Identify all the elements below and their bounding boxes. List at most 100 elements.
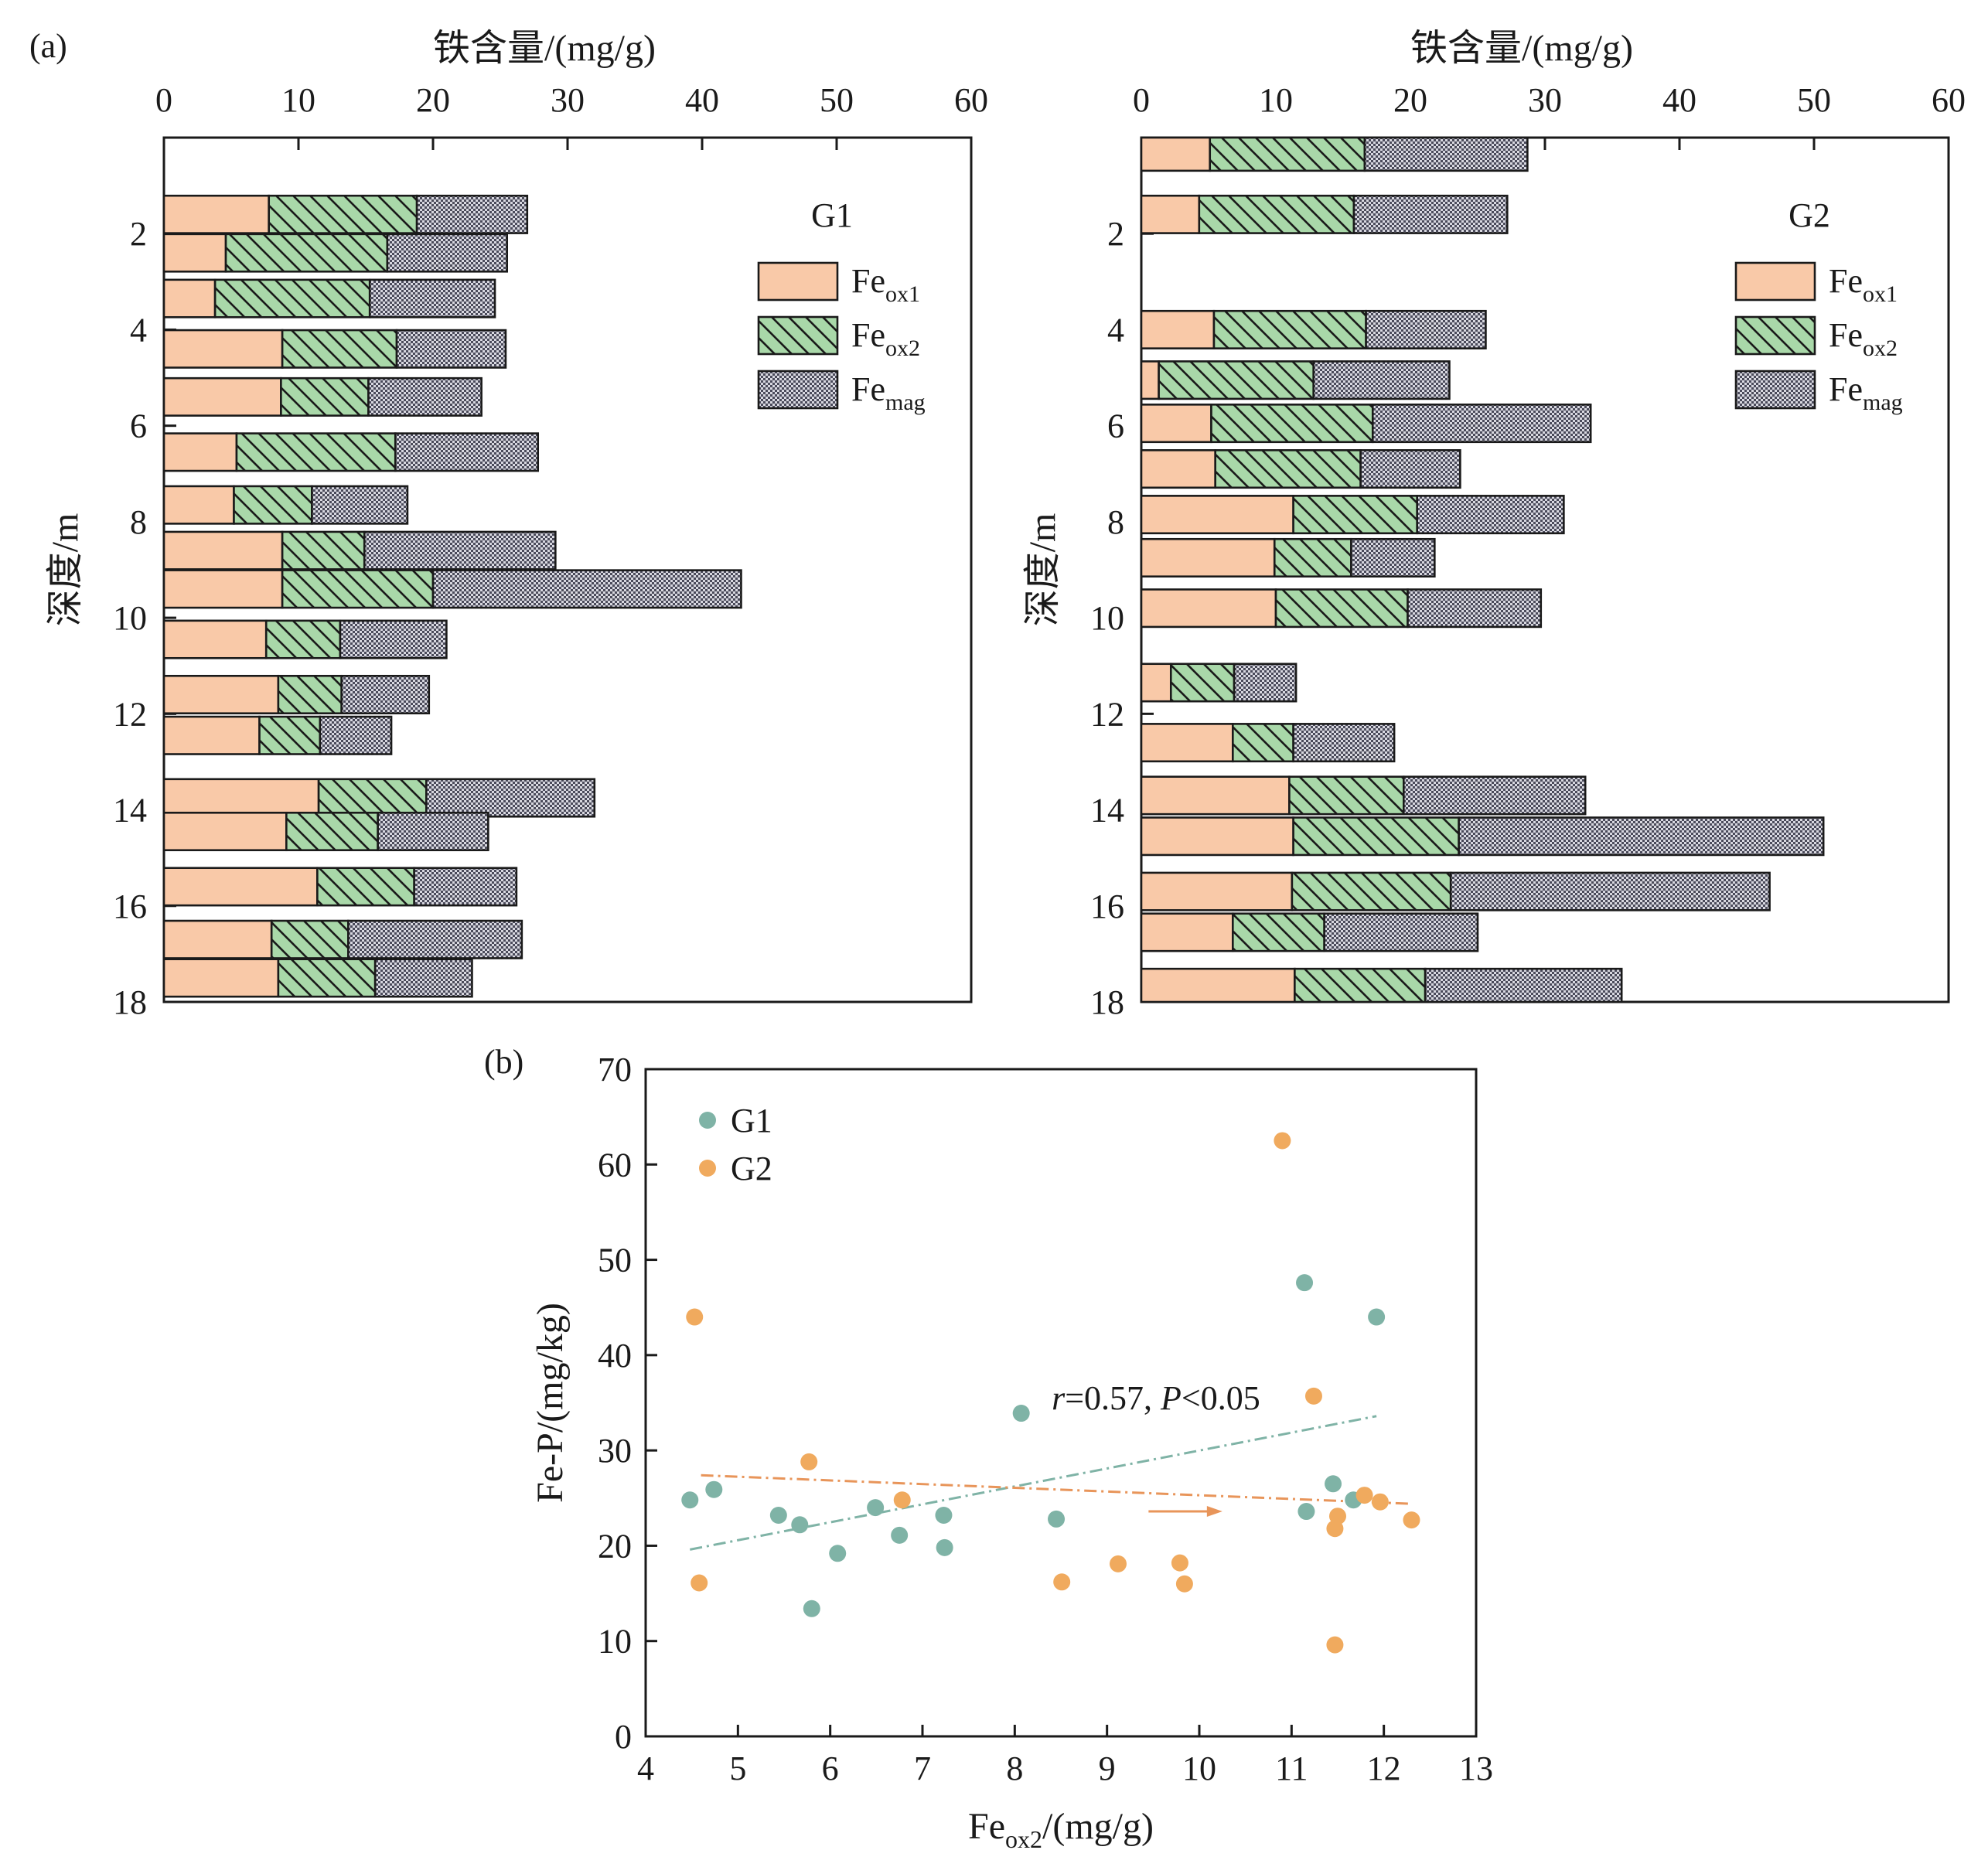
point-g2 xyxy=(686,1308,704,1326)
x-axis-title: Feox2/(mg/g) xyxy=(968,1806,1154,1850)
bar-feox2 xyxy=(1198,194,1355,234)
x-axis-title: 铁含量/(mg/g) xyxy=(433,28,656,69)
y-tick-label: 14 xyxy=(113,792,147,830)
y-tick-label: 50 xyxy=(598,1242,632,1279)
y-tick-label: 2 xyxy=(1107,215,1124,253)
bar-feox1 xyxy=(162,278,217,319)
x-tick-label: 11 xyxy=(1275,1749,1308,1787)
y-tick-label: 10 xyxy=(1090,599,1124,637)
legend-label-mag: Femag xyxy=(851,370,926,415)
trend-arrow-head xyxy=(1206,1506,1222,1518)
bar-feox2 xyxy=(1214,449,1362,489)
bar-feox1 xyxy=(162,485,235,525)
bar-feox1 xyxy=(1140,449,1216,489)
legend-swatch-ox1 xyxy=(757,261,839,302)
bar-feox2 xyxy=(1288,775,1405,816)
bar-feox1 xyxy=(162,715,261,755)
point-g1 xyxy=(936,1538,953,1556)
plot-frame xyxy=(644,1068,1478,1738)
bar-feox1 xyxy=(162,376,282,417)
point-g2 xyxy=(1304,1387,1322,1405)
legend-label-main: Fe xyxy=(851,262,885,300)
legend-swatch-mag xyxy=(757,370,839,410)
x-axis-title-unit: /(mg/g) xyxy=(1042,1806,1154,1847)
x-tick-label: 0 xyxy=(155,81,172,119)
point-g2 xyxy=(1109,1555,1127,1572)
bar-feox2 xyxy=(258,715,322,755)
bar-feox1 xyxy=(1140,360,1160,400)
bar-feox2 xyxy=(316,867,415,907)
y-tick-label: 6 xyxy=(130,407,147,445)
point-g1 xyxy=(1048,1510,1066,1528)
bar-feox2 xyxy=(213,278,371,319)
panel-a-label: (a) xyxy=(29,27,67,65)
correlation-annotation: r=0.57, P<0.05 xyxy=(1052,1379,1260,1417)
bar-feox2 xyxy=(1232,723,1294,763)
bar-feox2 xyxy=(1209,136,1366,172)
panel-b-label: (b) xyxy=(484,1043,523,1081)
point-g2 xyxy=(1171,1554,1188,1572)
y-tick-label: 12 xyxy=(1090,695,1124,733)
bar-feox1 xyxy=(1140,309,1216,349)
point-g2 xyxy=(893,1491,911,1509)
bar-feox1 xyxy=(162,778,320,818)
bar-feox2 xyxy=(277,674,343,715)
x-tick-label: 4 xyxy=(637,1749,654,1787)
x-tick-label: 5 xyxy=(729,1749,746,1787)
bar-femag xyxy=(425,778,596,818)
x-tick-label: 9 xyxy=(1099,1749,1116,1787)
legend-label-g1: G1 xyxy=(731,1102,772,1140)
point-g1 xyxy=(791,1516,809,1534)
bar-femag xyxy=(319,715,393,755)
x-axis-title-main: Fe xyxy=(968,1806,1005,1847)
bar-feox2 xyxy=(233,485,313,525)
point-g2 xyxy=(1326,1636,1344,1654)
bar-femag xyxy=(395,329,507,369)
x-tick-label: 30 xyxy=(1528,81,1562,119)
point-g1 xyxy=(769,1506,787,1524)
point-g2 xyxy=(1355,1487,1373,1504)
bar-feox1 xyxy=(1140,912,1234,952)
bar-femag xyxy=(373,958,473,998)
bar-feox1 xyxy=(1140,194,1201,234)
x-tick-label: 7 xyxy=(914,1749,931,1787)
chart-g2: 铁含量/(mg/g) 0 10 20 30 40 50 60 2 4 6 8 10 12 14 16 18 深度/… xyxy=(1022,28,1966,1021)
bar-feox1 xyxy=(162,329,284,369)
legend-swatch-ox2 xyxy=(1734,315,1816,356)
point-g2 xyxy=(1274,1132,1291,1150)
bar-femag xyxy=(1359,449,1461,489)
point-g1 xyxy=(829,1545,847,1562)
x-tick-label: 40 xyxy=(685,81,719,119)
point-g1 xyxy=(935,1506,953,1524)
bar-feox2 xyxy=(268,194,418,234)
legend-marker-g2 xyxy=(699,1160,716,1177)
chart-scatter: 4 5 6 7 8 9 10 11 12 13 0 10 20 30 40 50 60 70 Feox2/(mg/g… xyxy=(530,1051,1493,1850)
bar-feox2 xyxy=(281,530,366,571)
bar-femag xyxy=(1363,136,1529,172)
bar-femag xyxy=(1424,967,1623,1003)
bar-feox2 xyxy=(1232,912,1325,952)
chart-title: G2 xyxy=(1789,196,1830,234)
point-g1 xyxy=(1296,1274,1314,1292)
bar-feox2 xyxy=(317,778,428,818)
bar-feox1 xyxy=(1140,404,1212,444)
bar-femag xyxy=(377,811,489,852)
x-tick-label: 10 xyxy=(1259,81,1293,119)
x-tick-label: 6 xyxy=(822,1749,839,1787)
legend-label-main: Fe xyxy=(851,316,885,354)
y-tick-label: 10 xyxy=(113,599,147,637)
bar-feox2 xyxy=(285,811,379,852)
bar-feox1 xyxy=(162,867,319,907)
bar-femag xyxy=(1352,194,1509,234)
legend-label-sub: ox2 xyxy=(885,336,920,361)
x-tick-label: 20 xyxy=(1393,81,1427,119)
point-g1 xyxy=(867,1499,885,1517)
legend-swatch-ox1 xyxy=(1734,261,1816,302)
y-tick-label: 0 xyxy=(615,1718,632,1756)
bar-femag xyxy=(1458,816,1825,857)
bar-feox2 xyxy=(1274,588,1409,629)
trend-line-g2 xyxy=(701,1474,1412,1505)
y-tick-label: 10 xyxy=(598,1623,632,1661)
y-tick-label: 4 xyxy=(1107,311,1124,349)
point-g1 xyxy=(1368,1308,1386,1326)
